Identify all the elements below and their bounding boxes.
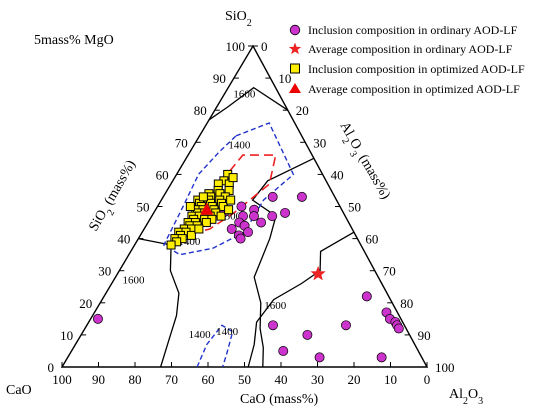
ordinary-inclusion-point bbox=[361, 291, 372, 302]
ordinary-inclusion-point bbox=[278, 346, 289, 356]
al2o3-tick-label: 20 bbox=[296, 103, 309, 118]
cao-tick-label: 0 bbox=[424, 372, 431, 387]
ordinary-inclusion-point bbox=[235, 233, 246, 244]
optimized-inclusion-point bbox=[226, 195, 236, 205]
al2o3-tick-label: 40 bbox=[331, 167, 344, 182]
cao-tick-label: 20 bbox=[348, 372, 361, 387]
sio2-axis-title: SiO2 (mass%) bbox=[86, 158, 143, 237]
cao-tick-label: 90 bbox=[92, 372, 105, 387]
sio2-tick-label: 50 bbox=[137, 200, 150, 215]
optimized-inclusion-point bbox=[198, 192, 208, 202]
ordinary-inclusion-point bbox=[267, 191, 278, 202]
legend: Inclusion composition in ordinary AOD-LF… bbox=[288, 23, 525, 96]
cao-tick-label: 70 bbox=[165, 372, 178, 387]
sio2-tick-label: 80 bbox=[194, 103, 207, 118]
corner-labels: SiO2 CaO Al2O3 bbox=[6, 9, 483, 407]
ordinary-inclusion-point bbox=[249, 211, 259, 222]
optimized-inclusion-point bbox=[185, 202, 195, 211]
axis-titles: SiO2 (mass%) Al2O3 (mass%) CaO (mass%) bbox=[86, 120, 393, 408]
sio2-tick-label: 60 bbox=[156, 167, 169, 182]
ordinary-inclusion-point bbox=[280, 207, 291, 218]
isotherm-label: 1400 bbox=[216, 326, 239, 338]
al2o3-tick-label: 50 bbox=[348, 200, 361, 215]
cao-tick-label: 40 bbox=[275, 372, 288, 387]
al2o3-tick-label: 60 bbox=[365, 232, 378, 247]
sio2-tick-label: 90 bbox=[213, 71, 226, 86]
optimized-inclusion-point bbox=[194, 224, 204, 234]
data-points bbox=[92, 169, 404, 363]
isotherm-label: 1600 bbox=[123, 275, 146, 287]
al2o3-tick-label: 30 bbox=[313, 135, 326, 150]
cao-tick-label: 10 bbox=[384, 372, 397, 387]
sio2-tick-label: 10 bbox=[60, 328, 73, 343]
ordinary-inclusion-point bbox=[376, 352, 387, 363]
al2o3-tick-label: 10 bbox=[278, 71, 291, 86]
isotherm-1600-line bbox=[138, 237, 180, 368]
annotation-label: 5mass% MgO bbox=[34, 33, 114, 48]
legend-label-ordinary: Inclusion composition in ordinary AOD-LF bbox=[308, 23, 518, 37]
isotherm-1600-line bbox=[251, 157, 315, 368]
ordinary-inclusion-point bbox=[256, 217, 267, 228]
legend-label-optimized: Inclusion composition in optimized AOD-L… bbox=[308, 62, 525, 76]
cao-tick-label: 100 bbox=[52, 372, 72, 387]
sio2-tick-label: 20 bbox=[79, 296, 92, 311]
sio2-tick-label: 40 bbox=[117, 232, 130, 247]
ordinary-inclusion-point bbox=[314, 352, 325, 363]
corner-label-left: CaO bbox=[6, 383, 32, 398]
cao-axis-title: CaO (mass%) bbox=[240, 392, 318, 407]
sio2-tick-label: 100 bbox=[226, 39, 246, 54]
isotherm-1600-line bbox=[247, 231, 355, 368]
isotherm-label: 1600 bbox=[233, 88, 256, 100]
corner-label-right: Al2O3 bbox=[449, 387, 483, 407]
ordinary-inclusion-point bbox=[393, 323, 404, 334]
isotherm-1300-line bbox=[183, 154, 277, 237]
legend-marker-avg-optimized bbox=[289, 83, 301, 93]
legend-marker-avg-ordinary bbox=[288, 42, 302, 55]
isotherm-1600-line bbox=[208, 86, 289, 121]
al2o3-tick-label: 80 bbox=[400, 296, 413, 311]
sio2-tick-label: 0 bbox=[48, 360, 55, 375]
optimized-inclusion-point bbox=[166, 240, 176, 250]
ordinary-inclusion-point bbox=[341, 320, 351, 331]
legend-label-avg-optimized: Average composition in optimized AOD-LF bbox=[308, 82, 520, 96]
cao-tick-label: 30 bbox=[311, 372, 324, 387]
optimized-inclusion-point bbox=[216, 211, 226, 221]
isotherm-label: 1400 bbox=[189, 329, 212, 341]
cao-tick-label: 60 bbox=[202, 372, 215, 387]
sio2-tick-label: 30 bbox=[98, 264, 111, 279]
optimized-inclusion-point bbox=[228, 173, 238, 183]
legend-marker-ordinary bbox=[289, 24, 301, 36]
ordinary-inclusion-point bbox=[302, 329, 313, 340]
ordinary-inclusion-point bbox=[226, 224, 237, 234]
isotherm-label: 1400 bbox=[228, 140, 251, 152]
legend-label-avg-ordinary: Average composition in ordinary AOD-LF bbox=[308, 42, 513, 56]
ordinary-inclusion-point bbox=[92, 313, 103, 324]
al2o3-tick-label: 90 bbox=[418, 328, 431, 343]
isotherm-1400-line bbox=[196, 324, 234, 368]
isotherm-1400-line bbox=[162, 122, 295, 256]
ordinary-inclusion-point bbox=[296, 191, 307, 202]
al2o3-tick-label: 0 bbox=[261, 39, 268, 54]
corner-label-top: SiO2 bbox=[225, 9, 252, 29]
optimized-inclusion-point bbox=[186, 230, 196, 240]
sio2-tick-label: 70 bbox=[175, 135, 188, 150]
ordinary-inclusion-point bbox=[268, 320, 278, 331]
average-optimized-point bbox=[200, 202, 214, 215]
ordinary-inclusion-point bbox=[267, 211, 278, 222]
al2o3-tick-label: 70 bbox=[383, 264, 396, 279]
ordinary-inclusion-point bbox=[243, 227, 254, 238]
al2o3-tick-label: 100 bbox=[435, 360, 455, 375]
cao-tick-label: 50 bbox=[238, 372, 251, 387]
optimized-inclusion-point bbox=[201, 218, 211, 228]
optimized-inclusion-point bbox=[224, 205, 234, 215]
legend-marker-optimized bbox=[290, 63, 300, 74]
al2o3-axis-title: Al2O3 (mass%) bbox=[333, 120, 393, 205]
cao-tick-label: 80 bbox=[129, 372, 142, 387]
isotherm-label: 1600 bbox=[264, 300, 287, 312]
ordinary-inclusion-point bbox=[236, 201, 247, 212]
average-ordinary-point bbox=[310, 265, 326, 281]
isotherm-lines bbox=[138, 86, 355, 368]
